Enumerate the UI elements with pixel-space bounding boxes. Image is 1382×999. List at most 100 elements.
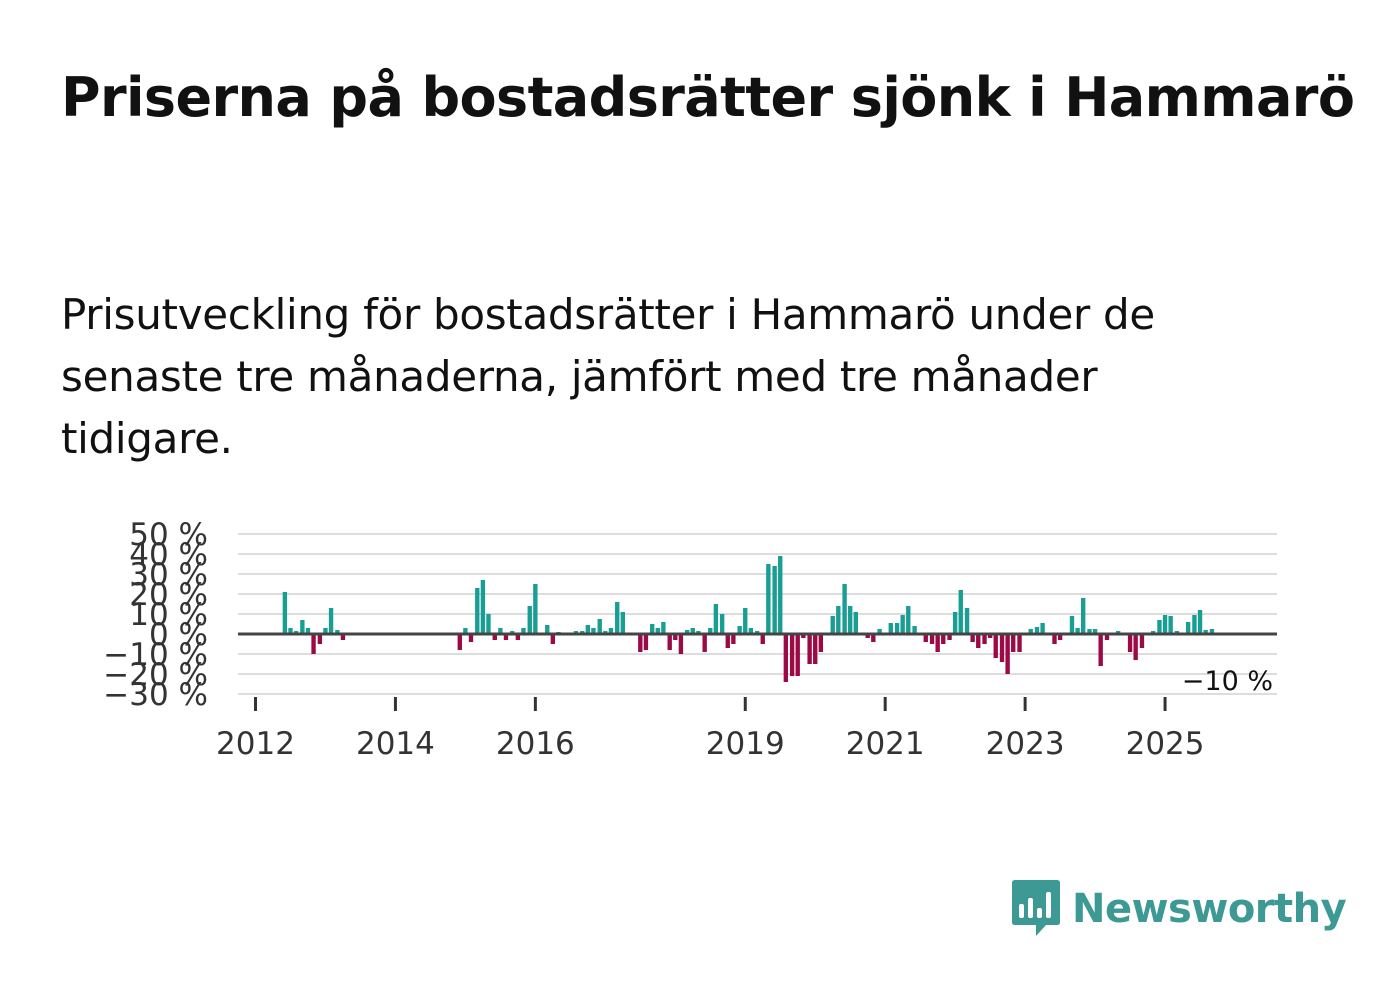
newsworthy-logo-icon bbox=[1012, 880, 1060, 936]
bar bbox=[912, 626, 917, 634]
bar bbox=[608, 628, 614, 634]
bar bbox=[1092, 629, 1098, 634]
bar bbox=[713, 604, 719, 634]
bar bbox=[1069, 616, 1075, 634]
bar bbox=[871, 634, 876, 642]
bar bbox=[468, 634, 474, 642]
x-tick-label: 2021 bbox=[846, 726, 925, 762]
bar bbox=[702, 634, 707, 652]
bar bbox=[952, 612, 958, 634]
x-tick-label: 2025 bbox=[1126, 726, 1205, 762]
bar bbox=[987, 634, 993, 638]
bar bbox=[328, 608, 334, 634]
bar bbox=[772, 566, 777, 634]
bar bbox=[1162, 615, 1168, 634]
bar bbox=[743, 608, 748, 634]
bar bbox=[778, 556, 783, 634]
bar bbox=[1034, 627, 1040, 634]
bar bbox=[1139, 634, 1145, 648]
bar bbox=[906, 606, 911, 634]
bar bbox=[1185, 622, 1191, 634]
bar bbox=[463, 628, 468, 634]
y-tick-label: 40 % bbox=[129, 537, 208, 573]
newsworthy-logo: Newsworthy bbox=[1010, 878, 1347, 940]
bar bbox=[1104, 634, 1110, 640]
bar bbox=[615, 602, 620, 634]
bar bbox=[929, 634, 935, 644]
bar bbox=[480, 580, 486, 634]
x-axis: 2012 2014 2016 2019 2021 2023 2025 bbox=[216, 697, 1205, 762]
grid-lines bbox=[238, 533, 1277, 695]
bar bbox=[1133, 634, 1138, 660]
bar bbox=[550, 634, 556, 644]
bar bbox=[340, 634, 346, 640]
bar bbox=[655, 628, 660, 634]
bar bbox=[976, 634, 981, 648]
x-tick-label: 2014 bbox=[356, 726, 435, 762]
bar bbox=[888, 623, 893, 634]
bar bbox=[1192, 615, 1197, 634]
bar bbox=[865, 634, 870, 638]
bar bbox=[853, 612, 858, 634]
bar bbox=[317, 634, 323, 644]
bar bbox=[288, 628, 293, 634]
bar bbox=[789, 634, 795, 676]
x-tick-label: 2023 bbox=[986, 726, 1065, 762]
bar bbox=[673, 634, 678, 640]
bar bbox=[643, 634, 649, 650]
bar bbox=[685, 630, 690, 634]
bar bbox=[801, 634, 806, 638]
bar bbox=[935, 634, 940, 652]
bar bbox=[311, 634, 316, 654]
bar bbox=[1127, 634, 1133, 652]
bar bbox=[620, 612, 625, 634]
bar bbox=[585, 625, 591, 634]
bar bbox=[836, 606, 841, 634]
bar bbox=[900, 615, 905, 634]
bar bbox=[1098, 634, 1103, 666]
bar bbox=[533, 584, 538, 634]
bar bbox=[503, 634, 509, 640]
bar bbox=[1168, 616, 1173, 634]
bar bbox=[877, 629, 882, 634]
y-tick-label: 50 % bbox=[129, 517, 208, 553]
bar bbox=[545, 625, 550, 634]
y-tick-label: −10 % bbox=[103, 637, 208, 673]
bar bbox=[638, 634, 643, 652]
bar bbox=[999, 634, 1005, 662]
bar bbox=[725, 634, 730, 648]
bar bbox=[1040, 623, 1045, 634]
bar bbox=[708, 628, 713, 634]
y-tick-label: −30 % bbox=[103, 677, 208, 713]
y-axis-labels: 50 %40 %30 %20 %10 %0 %−10 %−20 %−30 % bbox=[103, 517, 208, 713]
bar bbox=[521, 628, 526, 634]
page-subtitle: Prisutveckling för bostadsrätter i Hamma… bbox=[61, 290, 1155, 463]
bar bbox=[486, 614, 491, 634]
bar bbox=[667, 634, 672, 650]
bar bbox=[795, 634, 800, 676]
bar bbox=[783, 634, 789, 682]
newsworthy-logo-text: Newsworthy bbox=[1072, 886, 1347, 932]
bar bbox=[475, 588, 480, 634]
bar bbox=[597, 619, 602, 634]
bar bbox=[690, 628, 695, 634]
bar bbox=[970, 634, 975, 642]
bar bbox=[807, 634, 812, 664]
bar bbox=[958, 590, 963, 634]
bar bbox=[300, 620, 305, 634]
bar bbox=[1087, 629, 1092, 634]
bar bbox=[498, 628, 503, 634]
bar bbox=[650, 624, 655, 634]
bar bbox=[748, 628, 754, 634]
x-tick-label: 2019 bbox=[706, 726, 785, 762]
bar bbox=[848, 606, 853, 634]
bar bbox=[457, 634, 462, 650]
bar bbox=[591, 628, 596, 634]
bar bbox=[760, 634, 765, 644]
bar bbox=[1017, 634, 1022, 652]
bar bbox=[842, 584, 847, 634]
bar bbox=[982, 634, 987, 644]
y-tick-label: 20 % bbox=[129, 577, 208, 613]
bar bbox=[731, 634, 736, 644]
bar bbox=[661, 622, 666, 634]
